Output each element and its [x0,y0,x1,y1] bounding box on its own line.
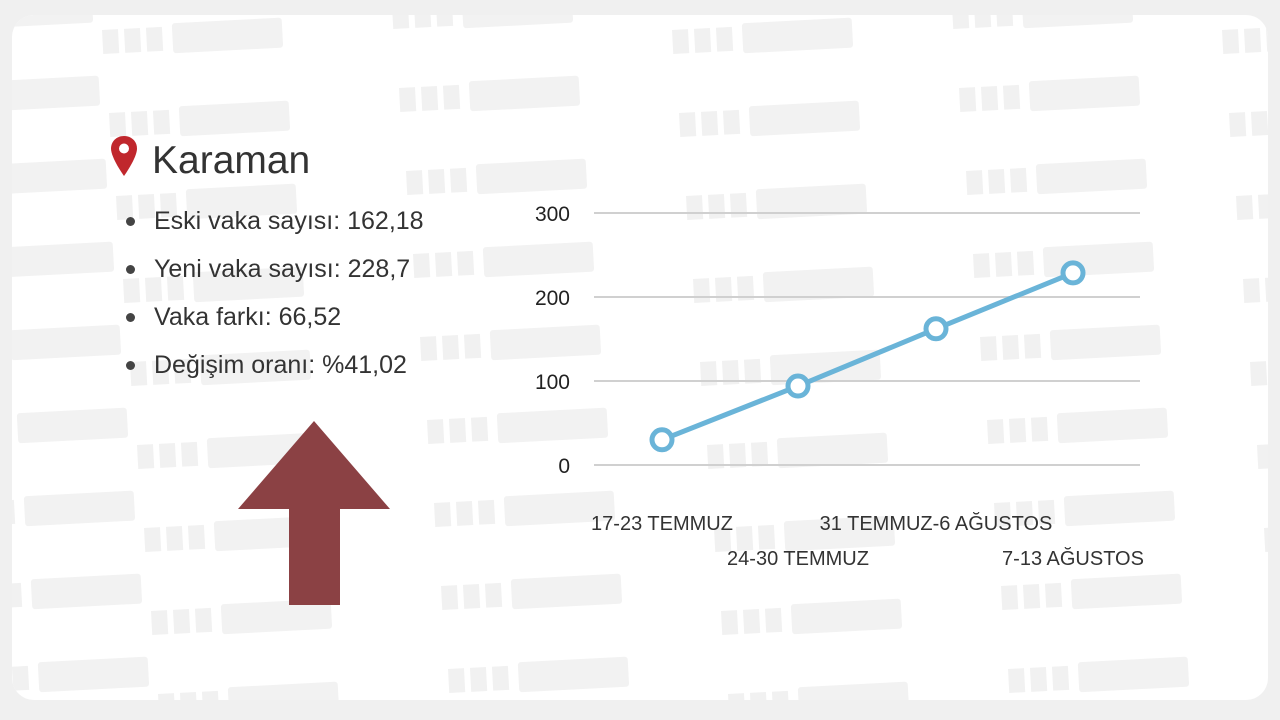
x-tick-label: 31 TEMMUZ-6 AĞUSTOS [820,512,1053,535]
watermark-logo [959,75,1141,112]
watermark-logo [392,15,574,29]
watermark-logo [1221,26,1268,54]
y-tick-label: 300 [535,203,570,226]
data-point [785,373,811,399]
stat-case-difference: Vaka farkı: 66,52 [124,299,424,347]
watermark-logo [406,158,588,195]
watermark-logo [441,573,623,610]
watermark-logo [1257,444,1268,469]
watermark-logo [980,324,1162,361]
watermark-logo [12,490,136,527]
watermark-logo [987,407,1169,444]
watermark-logo [1250,361,1268,386]
watermark-logo [994,490,1176,527]
series-line [661,270,1074,443]
y-tick-label: 100 [535,371,570,394]
watermark-logo [16,407,129,444]
watermark-logo [151,598,333,635]
watermark-logo [398,75,581,112]
stat-change-rate: Değişim oranı: %41,02 [124,347,424,395]
watermark-logo [1243,277,1268,303]
watermark-logo [102,17,284,54]
stat-old-cases: Eski vaka sayısı: 162,18 [124,203,424,251]
line-chart: 0 100 200 300 17-23 TEMMUZ 24-30 TEMMUZ 31 TEM… [535,203,1144,570]
data-point [923,316,949,342]
watermark-layer [12,15,1268,700]
watermark-logo [12,573,143,610]
watermark-logo [713,515,896,552]
watermark-logo [115,183,298,220]
watermark-logo [12,158,108,195]
watermark-logo [951,15,1134,29]
watermark-logo [123,266,305,303]
location-title: Karaman [152,139,311,182]
infographic-card: Karaman Eski vaka sayısı: 162,18 Yeni va… [12,15,1268,700]
watermark-logo [12,241,115,278]
stat-new-cases: Yeni vaka sayısı: 228,7 [124,251,424,299]
watermark-logo [12,324,122,361]
x-tick-label: 7-13 AĞUSTOS [1002,547,1144,570]
y-tick-label: 0 [558,455,570,478]
watermark-logo [1008,656,1190,693]
watermark-logo [721,598,903,635]
arrow-up-icon [238,421,390,605]
watermark-logo [685,183,868,220]
watermark-logo [679,100,861,137]
x-tick-label: 24-30 TEMMUZ [727,548,869,570]
watermark-logo [420,324,602,361]
watermark-logo [1236,194,1268,220]
watermark-logo [412,241,595,278]
watermark-logo [12,75,101,112]
watermark-logo [1001,573,1183,610]
watermark-logo [109,100,291,137]
watermark-logo [426,407,609,444]
data-point [1060,260,1086,286]
watermark-logo [728,681,910,700]
watermark-logo [706,432,889,469]
map-pin-icon [111,136,137,176]
stats-list: Eski vaka sayısı: 162,18 Yeni vaka sayıs… [124,203,424,395]
x-tick-label: 17-23 TEMMUZ [591,513,733,535]
watermark-logo [447,656,630,693]
y-tick-label: 200 [535,287,570,310]
data-point [649,427,675,453]
watermark-logo [672,17,854,54]
watermark-logo [1229,111,1268,137]
watermark-logo [12,15,94,29]
watermark-logo [12,656,150,693]
watermark-logo [157,681,340,700]
watermark-logo [966,158,1148,195]
watermark-logo [433,490,616,527]
